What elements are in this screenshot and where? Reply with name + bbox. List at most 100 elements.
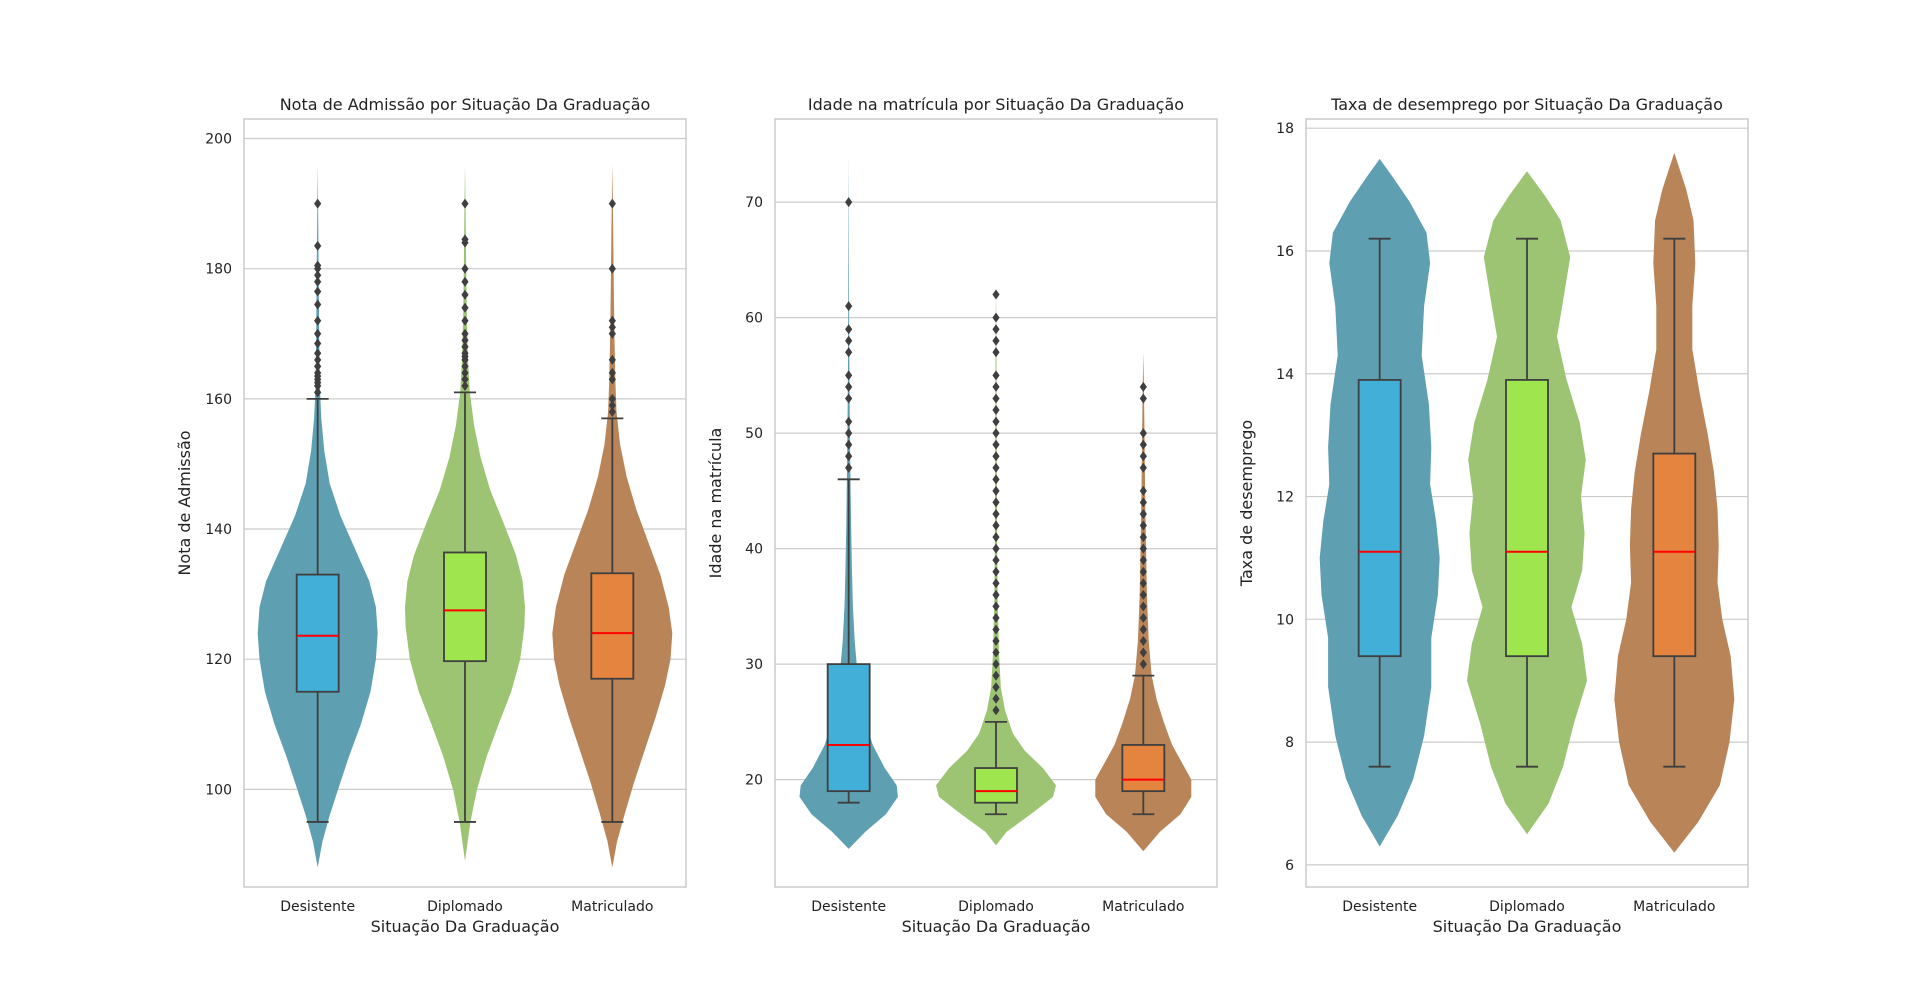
chart-panel-2: 20 30 40 50 60 70 Desistente Diplomado Matricula… bbox=[706, 95, 1218, 936]
x-axis-label: Situação Da Graduação bbox=[902, 917, 1091, 936]
series-matriculado bbox=[1095, 352, 1192, 852]
series-diplomado bbox=[936, 283, 1056, 846]
outlier-point bbox=[461, 198, 469, 209]
box-iqr bbox=[443, 551, 487, 663]
outlier-point bbox=[1139, 636, 1147, 647]
outlier-point bbox=[992, 451, 1000, 462]
series-diplomado bbox=[405, 164, 525, 862]
outlier-point bbox=[608, 367, 616, 378]
y-tick-label: 160 bbox=[205, 392, 232, 408]
y-tick-label: 200 bbox=[205, 132, 232, 148]
outlier-point bbox=[845, 416, 853, 427]
outlier-point bbox=[1139, 601, 1147, 612]
outlier-point bbox=[992, 393, 1000, 404]
outlier-point bbox=[608, 198, 616, 209]
outlier-point bbox=[461, 367, 469, 378]
outlier-point bbox=[845, 335, 853, 346]
x-tick-label: Matriculado bbox=[1633, 899, 1715, 915]
outlier-point bbox=[1139, 543, 1147, 554]
outlier-point bbox=[608, 354, 616, 365]
outlier-point bbox=[845, 451, 853, 462]
chart-panel-3: 6 8 10 12 14 16 18 Desistente Diplomado Matricula… bbox=[1237, 95, 1749, 936]
box-iqr bbox=[974, 767, 1018, 804]
x-axis-label: Situação Da Graduação bbox=[371, 917, 560, 936]
outlier-point bbox=[992, 555, 1000, 566]
y-axis-label: Idade na matrícula bbox=[706, 428, 725, 579]
outlier-point bbox=[461, 348, 469, 359]
outlier-point bbox=[1139, 428, 1147, 439]
y-tick-label: 16 bbox=[1276, 244, 1294, 260]
outlier-point bbox=[1139, 659, 1147, 670]
outlier-point bbox=[461, 234, 469, 245]
outlier-point bbox=[1139, 439, 1147, 450]
outlier-point bbox=[992, 578, 1000, 589]
outlier-point bbox=[461, 335, 469, 346]
outlier-point bbox=[461, 328, 469, 339]
series-matriculado bbox=[1614, 152, 1735, 853]
outlier-point bbox=[314, 270, 322, 281]
outlier-point bbox=[992, 497, 1000, 508]
y-tick-label: 12 bbox=[1276, 490, 1294, 506]
outlier-point bbox=[608, 400, 616, 411]
x-tick-label: Matriculado bbox=[571, 899, 653, 915]
y-tick-label: 10 bbox=[1276, 612, 1294, 628]
outlier-point bbox=[314, 354, 322, 365]
y-tick-label: 8 bbox=[1285, 735, 1294, 751]
y-tick-label: 18 bbox=[1276, 121, 1294, 137]
outlier-point bbox=[992, 659, 1000, 670]
outlier-point bbox=[314, 286, 322, 297]
x-tick-label: Diplomado bbox=[427, 899, 503, 915]
outlier-point bbox=[992, 636, 1000, 647]
outlier-point bbox=[1139, 624, 1147, 635]
outlier-point bbox=[461, 263, 469, 274]
outlier-point bbox=[992, 670, 1000, 681]
outlier-point bbox=[1139, 485, 1147, 496]
y-tick-label: 180 bbox=[205, 262, 232, 278]
x-tick-label: Desistente bbox=[280, 899, 355, 915]
y-tick-label: 120 bbox=[205, 652, 232, 668]
outlier-point bbox=[992, 543, 1000, 554]
outlier-point bbox=[992, 520, 1000, 531]
series-desistente bbox=[799, 156, 898, 849]
outlier-point bbox=[845, 439, 853, 450]
outlier-point bbox=[992, 612, 1000, 623]
outlier-point bbox=[1139, 647, 1147, 658]
outlier-point bbox=[608, 328, 616, 339]
outlier-point bbox=[608, 374, 616, 385]
outlier-point bbox=[1139, 555, 1147, 566]
outlier-point bbox=[314, 328, 322, 339]
box-iqr bbox=[1357, 379, 1402, 658]
y-axis-label: Nota de Admissão bbox=[175, 430, 194, 575]
outlier-point bbox=[992, 624, 1000, 635]
chart-title: Nota de Admissão por Situação Da Graduaç… bbox=[280, 95, 651, 114]
outlier-point bbox=[992, 370, 1000, 381]
outlier-point bbox=[1139, 508, 1147, 519]
outlier-point bbox=[314, 240, 322, 251]
outlier-point bbox=[461, 302, 469, 313]
outlier-point bbox=[314, 348, 322, 359]
y-axis-label: Taxa de desemprego bbox=[1237, 420, 1256, 587]
plot-frame bbox=[1305, 118, 1749, 888]
y-tick-label: 30 bbox=[745, 657, 763, 673]
y-tick-label: 6 bbox=[1285, 858, 1294, 874]
outlier-point bbox=[992, 289, 1000, 300]
outlier-point bbox=[1139, 381, 1147, 392]
plot-frame bbox=[243, 118, 687, 888]
outlier-point bbox=[992, 682, 1000, 693]
outlier-point bbox=[992, 462, 1000, 473]
outlier-point bbox=[992, 601, 1000, 612]
y-tick-label: 14 bbox=[1276, 367, 1294, 383]
outlier-point bbox=[608, 406, 616, 417]
outlier-point bbox=[845, 428, 853, 439]
outlier-point bbox=[1139, 393, 1147, 404]
y-tick-label: 140 bbox=[205, 522, 232, 538]
chart-title: Idade na matrícula por Situação Da Gradu… bbox=[808, 95, 1184, 114]
outlier-point bbox=[461, 341, 469, 352]
outlier-point bbox=[1139, 578, 1147, 589]
outlier-point bbox=[1139, 520, 1147, 531]
x-tick-label: Matriculado bbox=[1102, 899, 1184, 915]
outlier-point bbox=[608, 322, 616, 333]
outlier-point bbox=[314, 315, 322, 326]
outlier-point bbox=[992, 508, 1000, 519]
plot-frame bbox=[774, 118, 1218, 888]
